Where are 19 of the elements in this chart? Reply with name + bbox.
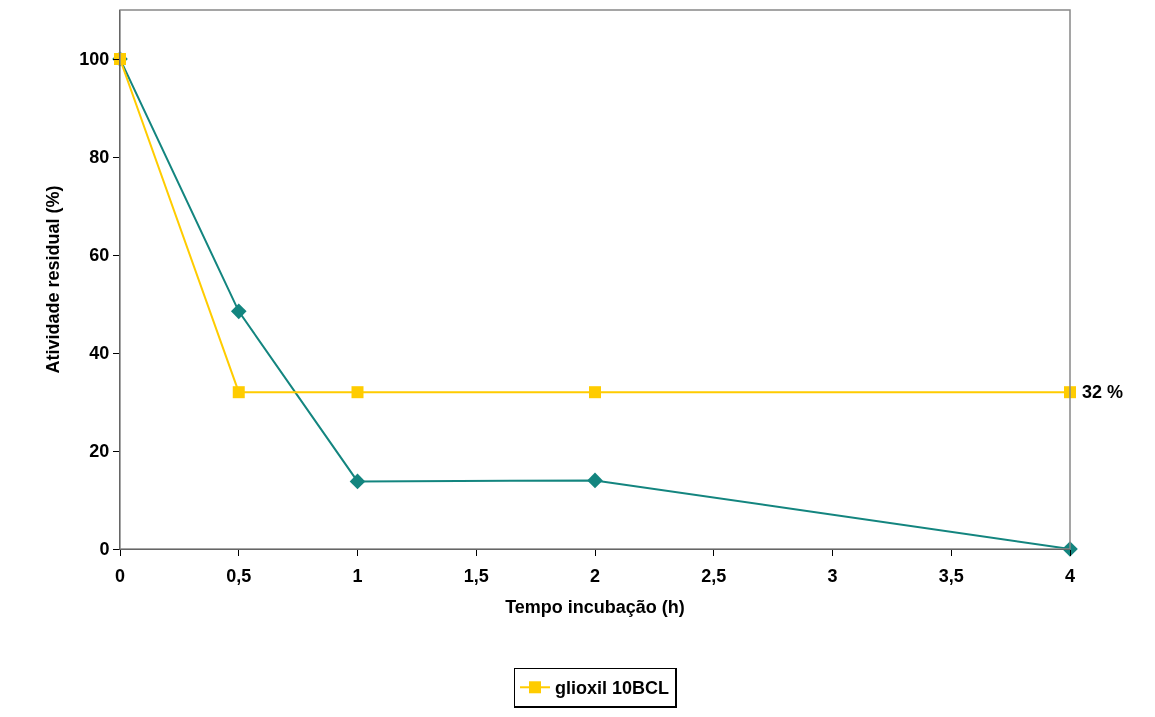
x-tick-label: 0: [114, 565, 126, 586]
y-axis-title: Atividade residual (%): [42, 185, 63, 374]
y-tick-label: 20: [89, 441, 110, 462]
x-tick-label: 2,5: [701, 565, 727, 586]
x-tick-label: 2: [589, 565, 601, 586]
y-tick-label: 100: [79, 49, 110, 70]
x-tick-label: 3,5: [938, 565, 964, 586]
y-tick-label: 60: [89, 245, 110, 266]
y-tick-label: 80: [89, 147, 110, 168]
x-axis-title: Tempo incubação (h): [505, 596, 685, 617]
legend-label: glioxil 10BCL: [555, 678, 670, 699]
x-tick-label: 1,5: [463, 565, 489, 586]
y-tick-label: 0: [99, 539, 110, 560]
annotation: 32 %: [1082, 382, 1124, 402]
x-tick-label: 3: [827, 565, 838, 586]
x-tick-label: 1: [352, 565, 363, 586]
x-tick-label: 0,5: [226, 565, 252, 586]
y-tick-label: 40: [89, 343, 110, 364]
x-tick-label: 4: [1064, 565, 1076, 586]
